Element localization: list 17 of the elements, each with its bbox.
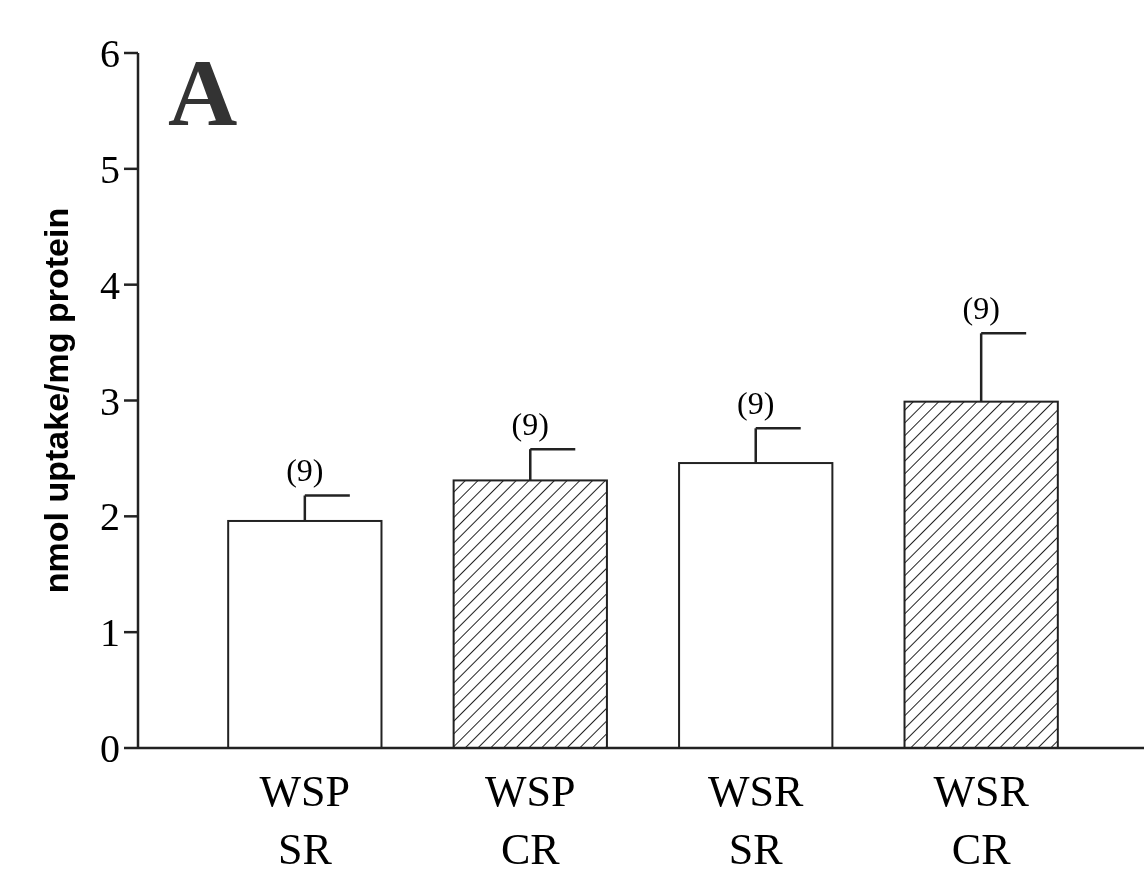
annotation: (9) [962, 290, 1000, 327]
x-tick-label: WSP CR [485, 767, 576, 874]
annotation: (9) [737, 385, 775, 422]
y-tick-label: 6 [100, 31, 120, 76]
y-axis-title: nmol uptake/mg protein [37, 207, 75, 594]
x-tick-label: WSR SR [708, 767, 805, 874]
annotation: (9) [286, 452, 324, 489]
x-tick-label: WSP SR [259, 767, 351, 874]
y-tick-label: 2 [100, 494, 120, 540]
y-tick-label: 0 [100, 726, 120, 771]
x-tick-label: WSR CR [933, 767, 1030, 874]
annotation: (9) [511, 406, 549, 443]
y-tick-label: 1 [100, 610, 120, 656]
chart-title: A [168, 39, 238, 146]
y-tick-label: 3 [100, 378, 120, 424]
y-tick-label: 4 [100, 262, 120, 308]
y-tick-label: 5 [100, 146, 120, 192]
